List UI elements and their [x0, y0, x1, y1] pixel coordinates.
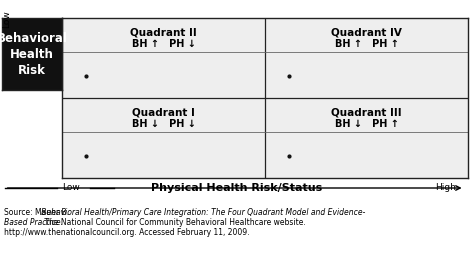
Text: Quadrant I: Quadrant I	[132, 107, 195, 117]
Text: BH ↓   PH ↑: BH ↓ PH ↑	[335, 119, 399, 129]
Text: http://www.thenationalcouncil.org. Accessed February 11, 2009.: http://www.thenationalcouncil.org. Acces…	[4, 228, 249, 237]
Text: Behavioral Health/Primary Care Integration: The Four Quadrant Model and Evidence: Behavioral Health/Primary Care Integrati…	[4, 208, 365, 217]
Text: Low: Low	[2, 10, 11, 28]
Text: Quadrant II: Quadrant II	[130, 27, 197, 38]
Text: The National Council for Community Behavioral Healthcare website.: The National Council for Community Behav…	[4, 218, 306, 227]
Text: Quadrant IV: Quadrant IV	[331, 27, 402, 38]
Text: High: High	[435, 184, 456, 192]
Text: Source: Mauer B.: Source: Mauer B.	[4, 208, 75, 217]
Text: Based Practice.: Based Practice.	[4, 218, 63, 227]
Text: BH ↓   PH ↓: BH ↓ PH ↓	[132, 119, 195, 129]
Text: Low: Low	[62, 184, 80, 192]
Text: Physical Health Risk/Status: Physical Health Risk/Status	[151, 183, 323, 193]
Text: Quadrant III: Quadrant III	[331, 107, 402, 117]
Text: BH ↑   PH ↓: BH ↑ PH ↓	[132, 39, 195, 49]
Text: Behavioral
Health
Risk: Behavioral Health Risk	[0, 32, 67, 76]
Text: BH ↑   PH ↑: BH ↑ PH ↑	[335, 39, 399, 49]
